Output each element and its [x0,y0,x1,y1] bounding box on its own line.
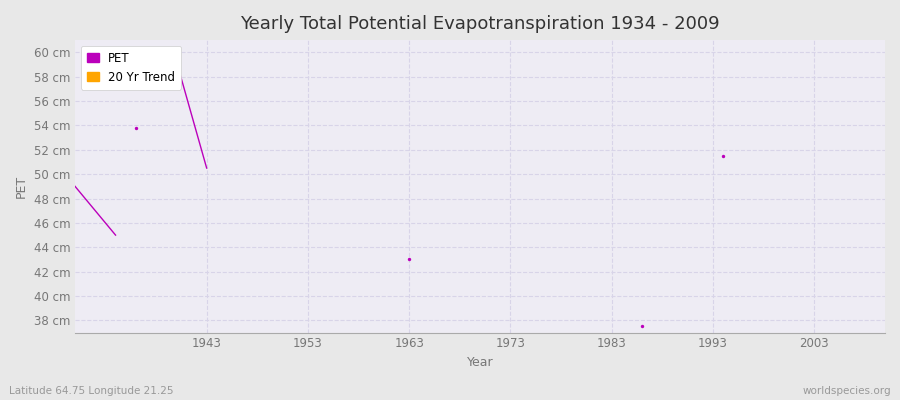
Legend: PET, 20 Yr Trend: PET, 20 Yr Trend [81,46,181,90]
Text: Latitude 64.75 Longitude 21.25: Latitude 64.75 Longitude 21.25 [9,386,174,396]
Point [716,153,730,159]
Y-axis label: PET: PET [15,175,28,198]
Point [634,323,649,330]
Point [129,125,143,131]
Point [402,256,417,263]
Text: worldspecies.org: worldspecies.org [803,386,891,396]
Title: Yearly Total Potential Evapotranspiration 1934 - 2009: Yearly Total Potential Evapotranspiratio… [240,15,720,33]
X-axis label: Year: Year [467,356,493,369]
